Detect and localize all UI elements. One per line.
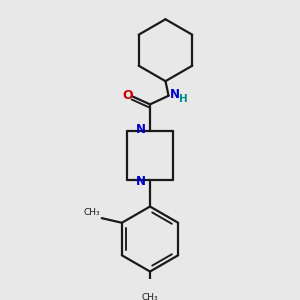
Text: O: O	[122, 89, 133, 102]
Text: N: N	[170, 88, 180, 101]
Text: CH₃: CH₃	[84, 208, 100, 217]
Text: CH₃: CH₃	[142, 292, 158, 300]
Text: H: H	[179, 94, 188, 104]
Text: N: N	[136, 175, 146, 188]
Text: N: N	[136, 123, 146, 136]
